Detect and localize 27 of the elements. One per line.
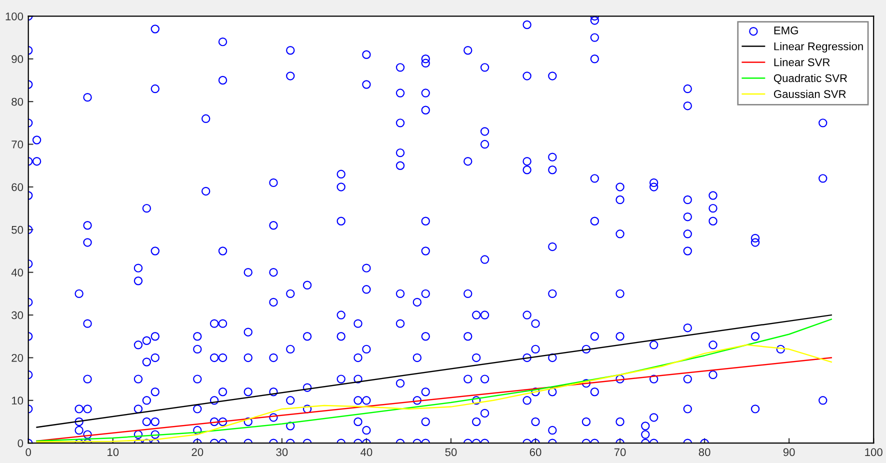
x-tick-label: 50 bbox=[445, 448, 457, 456]
x-tick-label: 90 bbox=[783, 448, 795, 456]
y-tick-label: 60 bbox=[12, 183, 24, 192]
legend-label: EMG bbox=[774, 26, 798, 34]
y-tick-label: 10 bbox=[12, 396, 24, 405]
x-tick-label: 30 bbox=[276, 448, 288, 456]
legend-label: Linear SVR bbox=[774, 58, 830, 66]
y-tick-label: 20 bbox=[12, 354, 24, 362]
y-tick-label: 80 bbox=[12, 98, 24, 106]
x-tick-label: 20 bbox=[192, 448, 204, 456]
y-tick-label: 90 bbox=[12, 55, 24, 64]
x-tick-label: 70 bbox=[614, 448, 626, 456]
x-tick-label: 10 bbox=[108, 448, 119, 456]
y-tick-label: 30 bbox=[12, 311, 24, 320]
x-tick-label: 60 bbox=[530, 448, 542, 456]
x-tick-label: 100 bbox=[865, 448, 882, 456]
y-tick-label: 40 bbox=[11, 268, 24, 276]
legend-label: Gaussian SVR bbox=[774, 90, 846, 98]
y-tick-label: 50 bbox=[12, 226, 24, 234]
legend-label: Linear Regression bbox=[774, 42, 863, 52]
y-tick-label: 100 bbox=[6, 12, 24, 20]
x-tick-label: 40 bbox=[360, 448, 372, 456]
legend-label: Quadratic SVR bbox=[774, 74, 848, 84]
y-tick-label: 70 bbox=[12, 140, 24, 148]
x-tick-label: 0 bbox=[26, 448, 32, 456]
x-tick-label: 80 bbox=[698, 448, 710, 456]
y-tick-label: 0 bbox=[18, 439, 24, 448]
